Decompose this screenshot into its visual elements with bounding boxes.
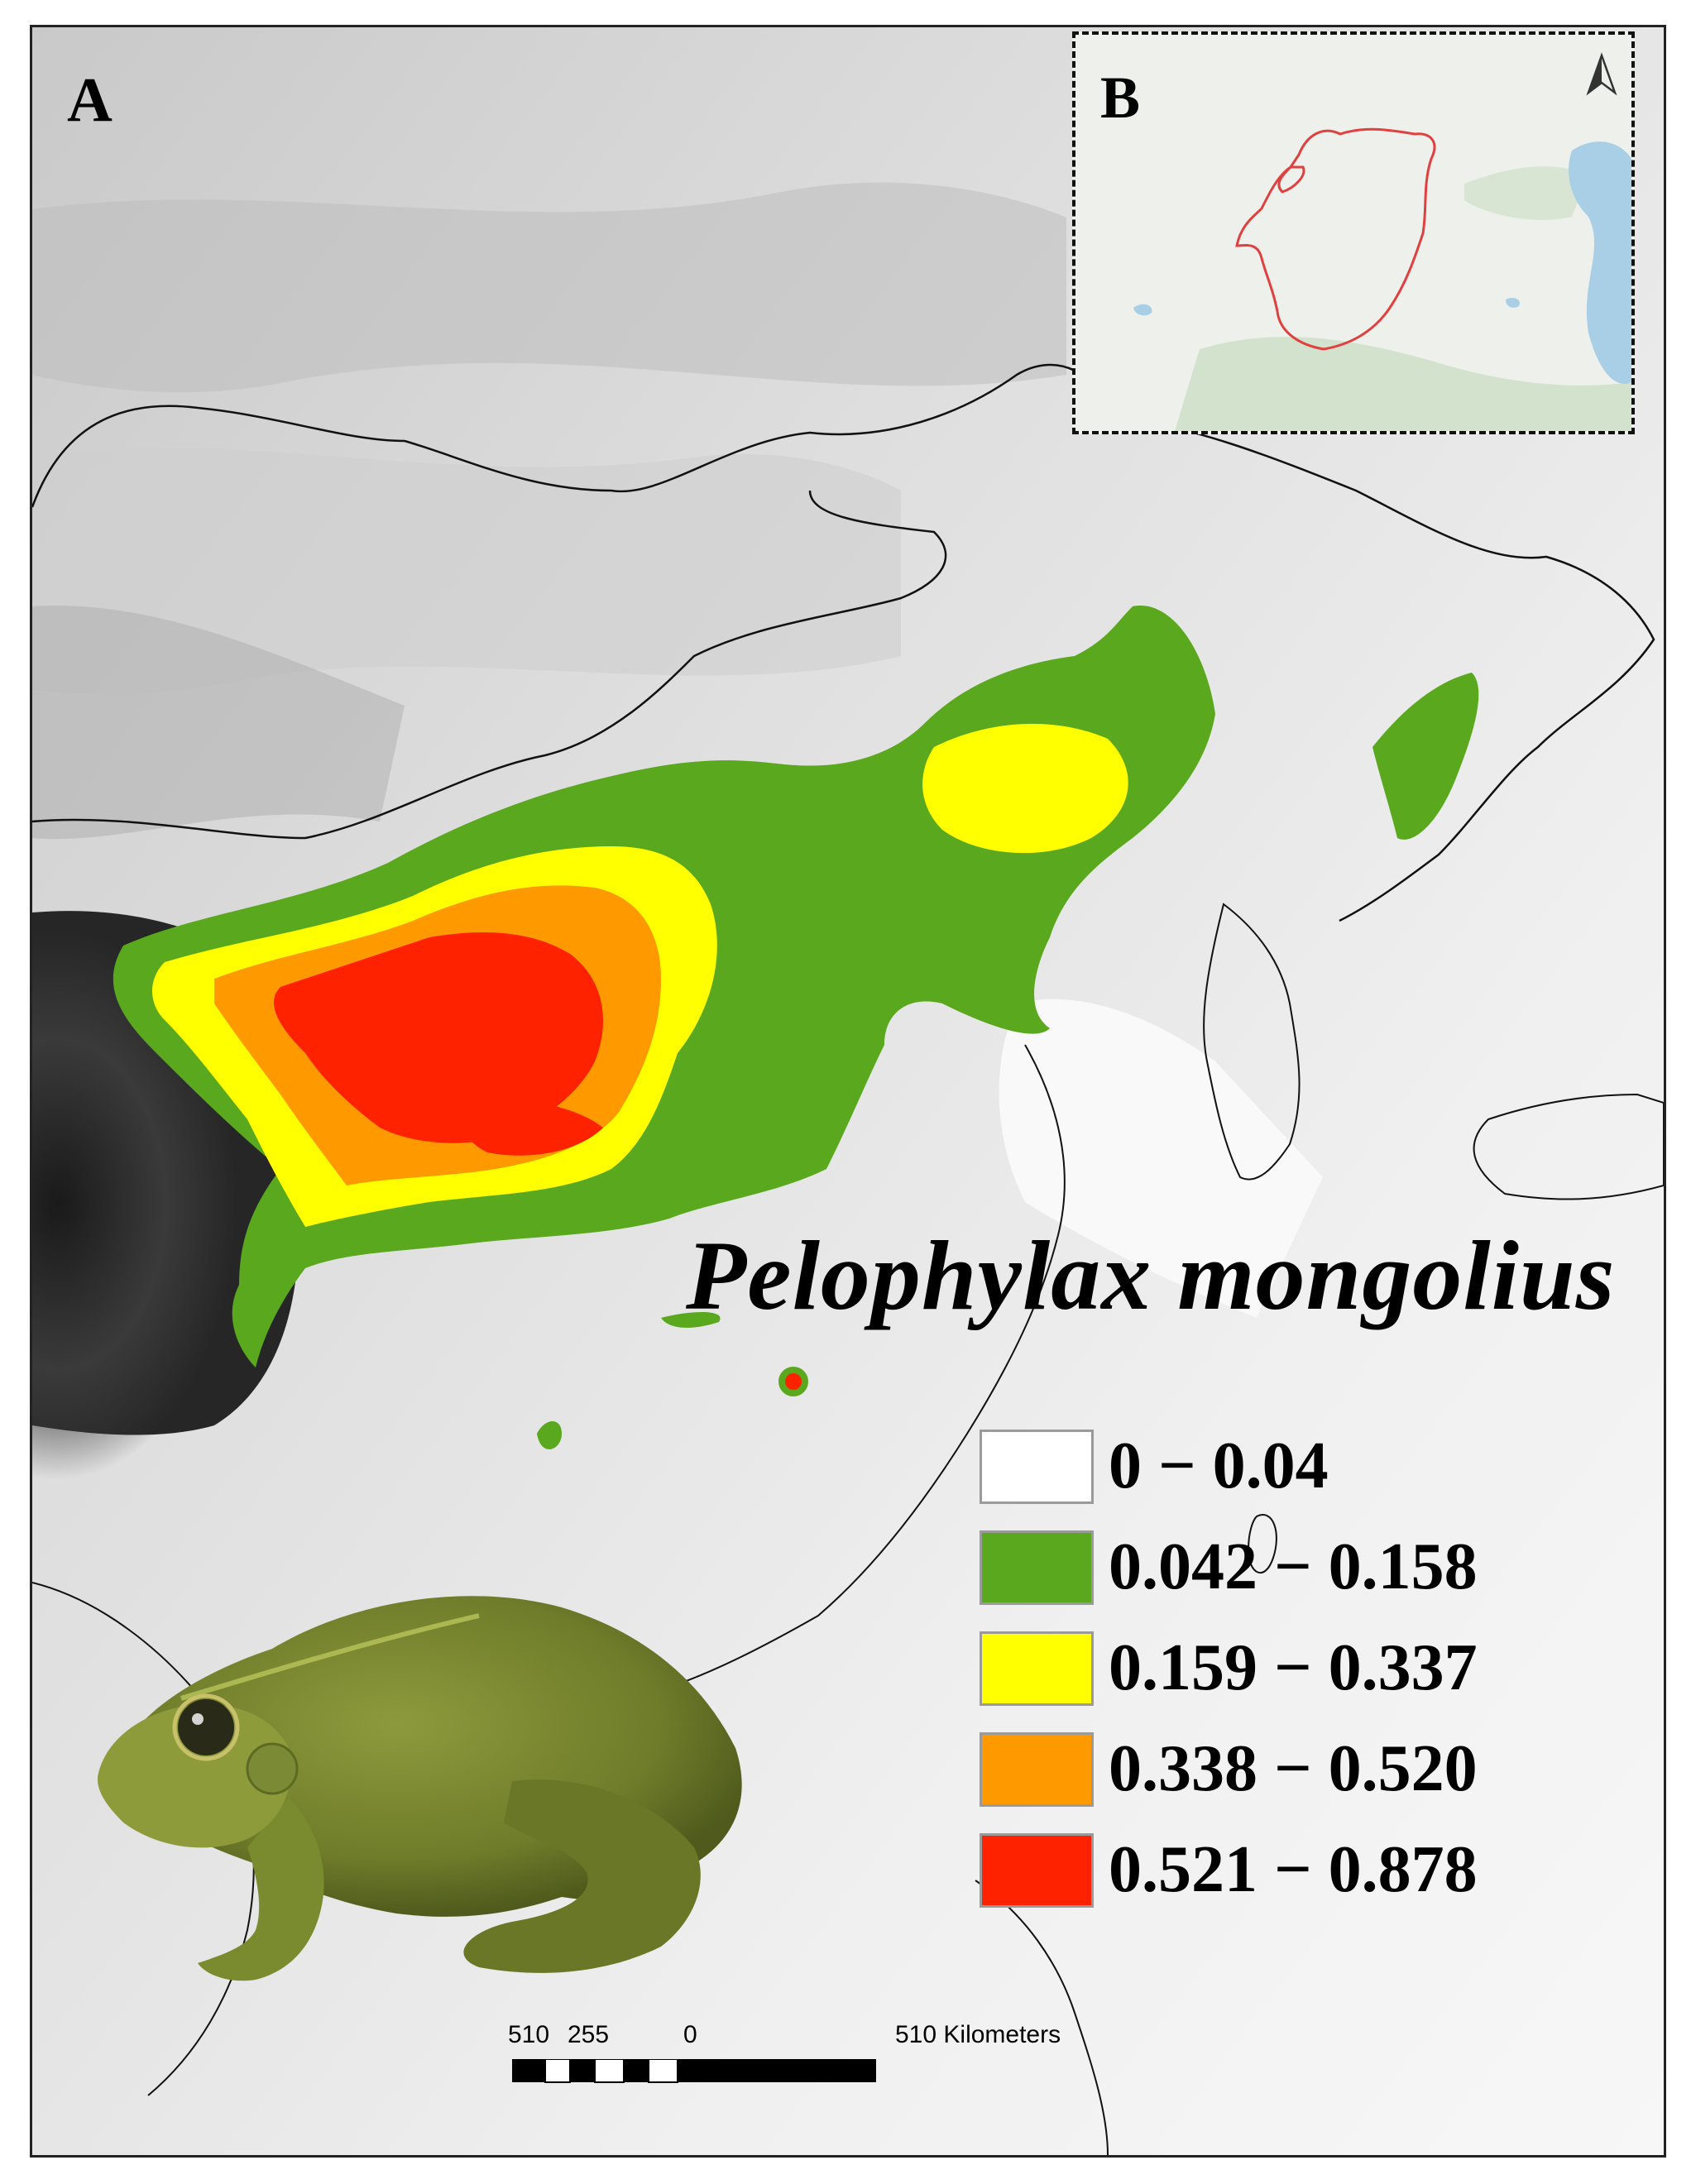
suitability-class-low-south [661, 1312, 721, 1328]
taiwan [1247, 1514, 1277, 1574]
scale-bar: 510 255 0 510 Kilometers [508, 2021, 1087, 2087]
legend-item: 0.042 − 0.158 [980, 1530, 1509, 1613]
frog-dorsal-stripe [180, 1613, 480, 1701]
frog-eye-ring [172, 1693, 240, 1761]
inset-terrain-green-2 [1464, 166, 1588, 220]
border-mongolia [32, 363, 1109, 508]
frog-photo [98, 1596, 742, 1981]
scale-bar-graphic [512, 2059, 876, 2083]
suitability-class-highest [273, 932, 603, 1143]
inset-terrain-green [1175, 337, 1631, 431]
species-name: Pelophylax mongolius [686, 1220, 1616, 1330]
legend-label: 0.521 − 0.878 [1109, 1833, 1478, 1906]
legend-item: 0.159 − 0.337 [980, 1631, 1509, 1714]
japan-coast [1473, 1093, 1664, 1200]
frog-front-leg [198, 1798, 324, 1981]
yellow-sea [999, 999, 1323, 1318]
frog-rear-leg [463, 1779, 701, 1973]
legend-swatch [980, 1631, 1094, 1706]
scale-tick-label: 510 [508, 2021, 550, 2048]
suitability-class-mid-ne [922, 723, 1128, 854]
frog-eye [178, 1699, 234, 1755]
border-china-north [32, 490, 947, 840]
border-southeast-asia [975, 1880, 1109, 2155]
suitability-hotspot [778, 1367, 808, 1396]
legend-label: 0 − 0.04 [1109, 1430, 1329, 1502]
northern-terrain-band [32, 182, 1066, 393]
suitability-class-highest-east [459, 1099, 603, 1156]
suitability-class-low-ne [1372, 673, 1479, 840]
frog-eye-highlight [192, 1713, 204, 1725]
figure-frame: A B Pelophylax mongolius 0 − 0.04 0.042 … [30, 25, 1666, 2158]
gobi-terrain-band [32, 448, 901, 695]
legend-label: 0.042 − 0.158 [1109, 1530, 1478, 1603]
inset-range-outline [1235, 127, 1436, 351]
inset-water-east [1569, 141, 1631, 384]
legend-label: 0.159 − 0.337 [1109, 1631, 1478, 1704]
legend-swatch [980, 1833, 1094, 1908]
legend-swatch [980, 1430, 1094, 1504]
scale-tick-label: 255 [568, 2021, 610, 2048]
inset-water-lake [1133, 304, 1152, 316]
korea-coast [1203, 903, 1301, 1181]
inset-map [1075, 35, 1631, 431]
north-arrow-icon [1586, 52, 1617, 96]
panel-b-label: B [1100, 65, 1141, 131]
legend-item: 0.338 − 0.520 [980, 1732, 1509, 1815]
inset-water-lake-2 [1506, 297, 1520, 308]
scale-tick-label: 510 Kilometers [895, 2021, 1061, 2048]
legend-item: 0 − 0.04 [980, 1430, 1509, 1512]
legend-item: 0.521 − 0.878 [980, 1833, 1509, 1916]
frog-tympanum [246, 1742, 299, 1795]
border-northeast [1107, 414, 1655, 922]
legend-swatch [980, 1530, 1094, 1605]
frog-head [98, 1704, 291, 1848]
inset-map-panel: B [1072, 31, 1635, 434]
panel-a-label: A [67, 65, 113, 135]
scale-tick-label: 0 [683, 2021, 697, 2048]
legend-swatch [980, 1732, 1094, 1807]
china-coast [660, 1044, 1066, 1691]
legend-label: 0.338 − 0.520 [1109, 1732, 1478, 1805]
suitability-class-low-south2 [537, 1421, 562, 1449]
